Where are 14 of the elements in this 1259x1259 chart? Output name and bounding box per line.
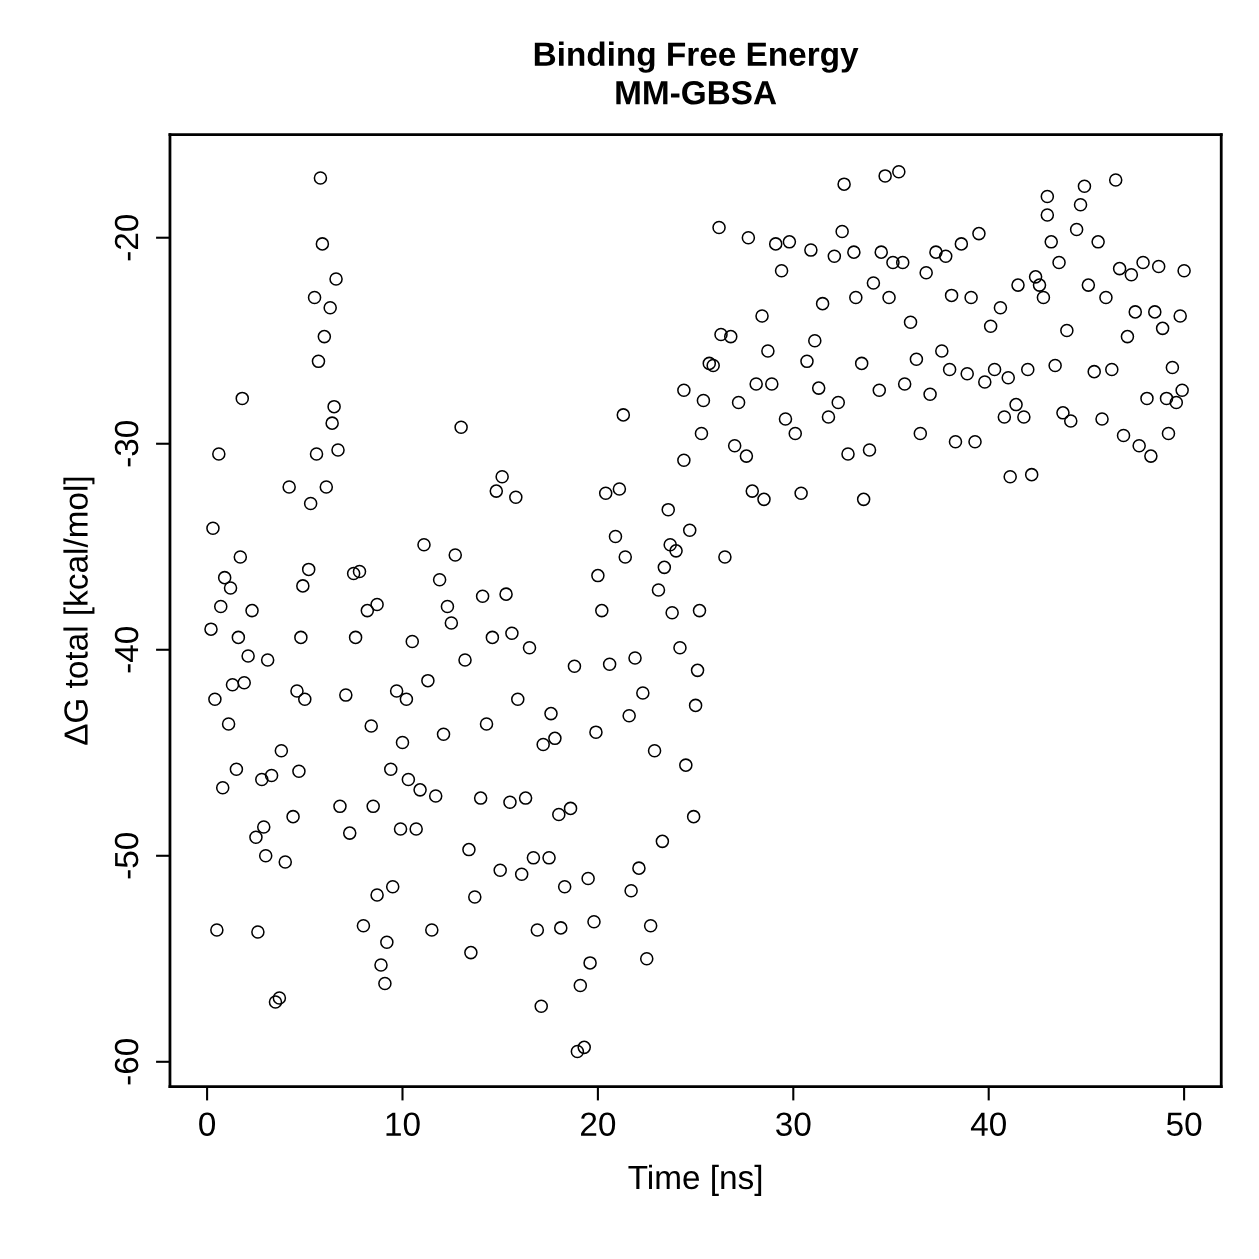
y-axis-title: ΔG total [kcal/mol] bbox=[63, 477, 95, 745]
y-tick-label: -50 bbox=[114, 832, 139, 879]
y-tick-label: -20 bbox=[114, 214, 139, 261]
x-tick-label: 50 bbox=[1166, 1112, 1202, 1136]
x-tick-label: 10 bbox=[386, 1112, 420, 1136]
y-tick-label: -40 bbox=[114, 626, 139, 673]
x-tick-label: 0 bbox=[199, 1112, 216, 1136]
y-tick-label: -60 bbox=[114, 1039, 139, 1085]
x-tick-label: 30 bbox=[776, 1112, 811, 1136]
x-tick-label: 20 bbox=[581, 1112, 616, 1136]
y-tick-label: -30 bbox=[114, 420, 139, 467]
chart-title: Binding Free Energy MM-GBSA bbox=[534, 41, 859, 105]
x-axis-title: Time [ns] bbox=[628, 1164, 762, 1196]
x-tick-label: 40 bbox=[970, 1112, 1006, 1136]
